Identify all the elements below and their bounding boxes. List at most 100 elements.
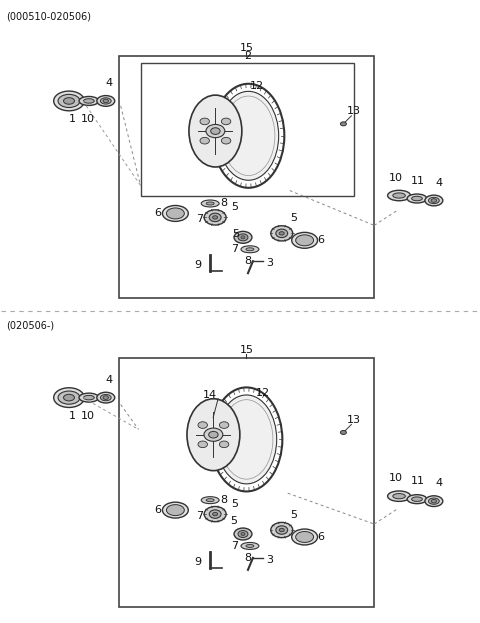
Text: 12: 12 xyxy=(250,81,264,91)
Text: 15: 15 xyxy=(240,345,253,355)
Text: 6: 6 xyxy=(317,235,324,245)
Ellipse shape xyxy=(204,428,223,441)
Text: 13: 13 xyxy=(347,414,360,424)
Ellipse shape xyxy=(79,97,99,105)
Text: 4: 4 xyxy=(435,178,443,188)
Text: 1: 1 xyxy=(69,411,75,421)
Text: 5: 5 xyxy=(230,516,238,526)
Ellipse shape xyxy=(213,512,217,516)
Text: 8: 8 xyxy=(220,199,228,209)
Ellipse shape xyxy=(79,393,99,402)
Ellipse shape xyxy=(431,500,436,503)
Ellipse shape xyxy=(241,236,245,239)
Ellipse shape xyxy=(234,528,252,540)
Ellipse shape xyxy=(340,430,347,434)
Ellipse shape xyxy=(218,92,279,180)
Ellipse shape xyxy=(387,491,410,502)
Ellipse shape xyxy=(204,210,226,225)
Ellipse shape xyxy=(198,441,207,448)
Ellipse shape xyxy=(198,422,207,429)
Text: 5: 5 xyxy=(290,214,297,224)
Text: 10: 10 xyxy=(389,473,403,483)
Ellipse shape xyxy=(167,208,184,219)
Ellipse shape xyxy=(216,395,276,484)
Ellipse shape xyxy=(206,498,214,502)
Ellipse shape xyxy=(425,496,443,506)
Text: 9: 9 xyxy=(195,260,202,270)
Ellipse shape xyxy=(187,399,240,470)
Ellipse shape xyxy=(84,396,94,400)
Ellipse shape xyxy=(201,497,219,503)
Ellipse shape xyxy=(241,533,245,536)
Ellipse shape xyxy=(412,196,422,201)
Text: 7: 7 xyxy=(196,214,203,224)
Ellipse shape xyxy=(63,394,74,401)
Bar xyxy=(119,358,374,607)
Ellipse shape xyxy=(54,91,84,111)
Text: 7: 7 xyxy=(231,541,239,551)
Ellipse shape xyxy=(201,200,219,207)
Ellipse shape xyxy=(204,506,226,521)
Ellipse shape xyxy=(279,528,284,531)
Ellipse shape xyxy=(431,199,436,202)
Ellipse shape xyxy=(209,510,221,518)
Ellipse shape xyxy=(234,231,252,244)
Ellipse shape xyxy=(241,246,259,253)
Text: 3: 3 xyxy=(266,258,273,269)
Ellipse shape xyxy=(84,98,94,103)
Ellipse shape xyxy=(241,543,259,549)
Ellipse shape xyxy=(162,206,188,221)
Text: (020506-): (020506-) xyxy=(6,321,55,331)
Ellipse shape xyxy=(97,392,115,403)
Text: 11: 11 xyxy=(411,176,425,186)
Text: 4: 4 xyxy=(105,78,112,88)
Ellipse shape xyxy=(246,545,254,548)
Ellipse shape xyxy=(296,235,313,246)
Text: 5: 5 xyxy=(232,229,240,239)
Ellipse shape xyxy=(209,213,221,222)
Text: 6: 6 xyxy=(317,532,324,542)
Ellipse shape xyxy=(97,95,115,107)
Ellipse shape xyxy=(238,531,248,538)
Text: 5: 5 xyxy=(231,499,239,509)
Ellipse shape xyxy=(100,98,111,104)
Ellipse shape xyxy=(292,232,318,249)
Text: 9: 9 xyxy=(195,557,202,567)
Ellipse shape xyxy=(189,95,242,167)
Ellipse shape xyxy=(429,498,439,504)
Bar xyxy=(141,63,354,196)
Text: 6: 6 xyxy=(154,209,161,219)
Text: 1: 1 xyxy=(69,114,75,124)
Ellipse shape xyxy=(206,125,225,138)
Text: 8: 8 xyxy=(244,553,252,563)
Ellipse shape xyxy=(246,248,254,251)
Text: 8: 8 xyxy=(220,495,228,505)
Ellipse shape xyxy=(412,497,422,502)
Text: 10: 10 xyxy=(81,411,95,421)
Ellipse shape xyxy=(103,396,108,399)
Ellipse shape xyxy=(276,229,288,237)
Text: 4: 4 xyxy=(105,374,112,384)
Text: 7: 7 xyxy=(196,511,203,521)
Ellipse shape xyxy=(296,531,313,543)
Ellipse shape xyxy=(100,394,111,401)
Text: 13: 13 xyxy=(347,106,360,116)
Ellipse shape xyxy=(221,118,231,125)
Ellipse shape xyxy=(407,495,427,503)
Ellipse shape xyxy=(219,422,229,429)
Ellipse shape xyxy=(162,502,188,518)
Bar xyxy=(119,56,374,298)
Ellipse shape xyxy=(279,232,284,235)
Text: 4: 4 xyxy=(435,478,443,488)
Ellipse shape xyxy=(276,526,288,535)
Text: 7: 7 xyxy=(231,244,239,254)
Ellipse shape xyxy=(238,234,248,241)
Text: 12: 12 xyxy=(256,388,270,397)
Text: 5: 5 xyxy=(290,510,297,520)
Ellipse shape xyxy=(200,138,209,144)
Ellipse shape xyxy=(54,388,84,407)
Ellipse shape xyxy=(58,94,80,108)
Text: 10: 10 xyxy=(81,114,95,124)
Ellipse shape xyxy=(407,194,427,203)
Ellipse shape xyxy=(167,505,184,516)
